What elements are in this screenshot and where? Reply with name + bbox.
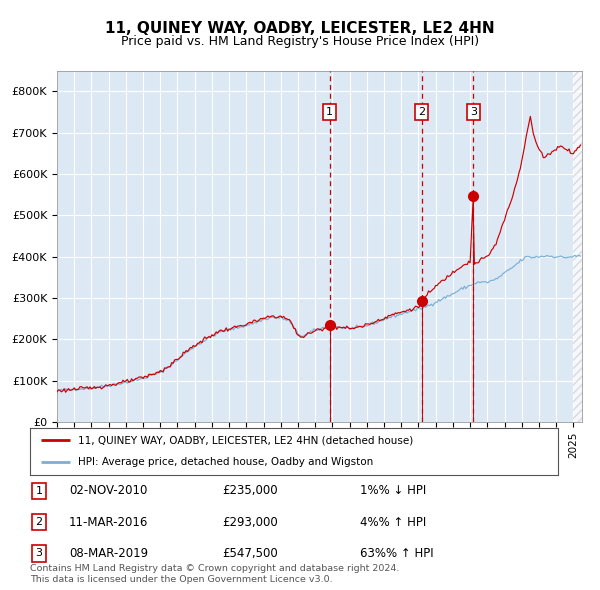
Text: £547,500: £547,500: [222, 547, 278, 560]
Text: 11, QUINEY WAY, OADBY, LEICESTER, LE2 4HN: 11, QUINEY WAY, OADBY, LEICESTER, LE2 4H…: [105, 21, 495, 35]
Text: 2: 2: [35, 517, 43, 527]
Text: 1: 1: [326, 107, 333, 117]
Text: 63%% ↑ HPI: 63%% ↑ HPI: [360, 547, 434, 560]
Text: 11-MAR-2016: 11-MAR-2016: [69, 516, 148, 529]
Text: Contains HM Land Registry data © Crown copyright and database right 2024.: Contains HM Land Registry data © Crown c…: [30, 565, 400, 573]
Text: 1: 1: [35, 486, 43, 496]
Text: 11, QUINEY WAY, OADBY, LEICESTER, LE2 4HN (detached house): 11, QUINEY WAY, OADBY, LEICESTER, LE2 4H…: [77, 435, 413, 445]
Text: 02-NOV-2010: 02-NOV-2010: [69, 484, 148, 497]
Text: 3: 3: [470, 107, 477, 117]
Text: This data is licensed under the Open Government Licence v3.0.: This data is licensed under the Open Gov…: [30, 575, 332, 584]
Bar: [329, 71, 582, 422]
Text: £293,000: £293,000: [222, 516, 278, 529]
Text: HPI: Average price, detached house, Oadby and Wigston: HPI: Average price, detached house, Oadb…: [77, 457, 373, 467]
Text: 08-MAR-2019: 08-MAR-2019: [69, 547, 148, 560]
Text: Price paid vs. HM Land Registry's House Price Index (HPI): Price paid vs. HM Land Registry's House …: [121, 35, 479, 48]
Text: 3: 3: [35, 549, 43, 558]
Text: 2: 2: [418, 107, 425, 117]
Text: 4%% ↑ HPI: 4%% ↑ HPI: [360, 516, 426, 529]
Text: 1%% ↓ HPI: 1%% ↓ HPI: [360, 484, 426, 497]
Text: £235,000: £235,000: [222, 484, 278, 497]
